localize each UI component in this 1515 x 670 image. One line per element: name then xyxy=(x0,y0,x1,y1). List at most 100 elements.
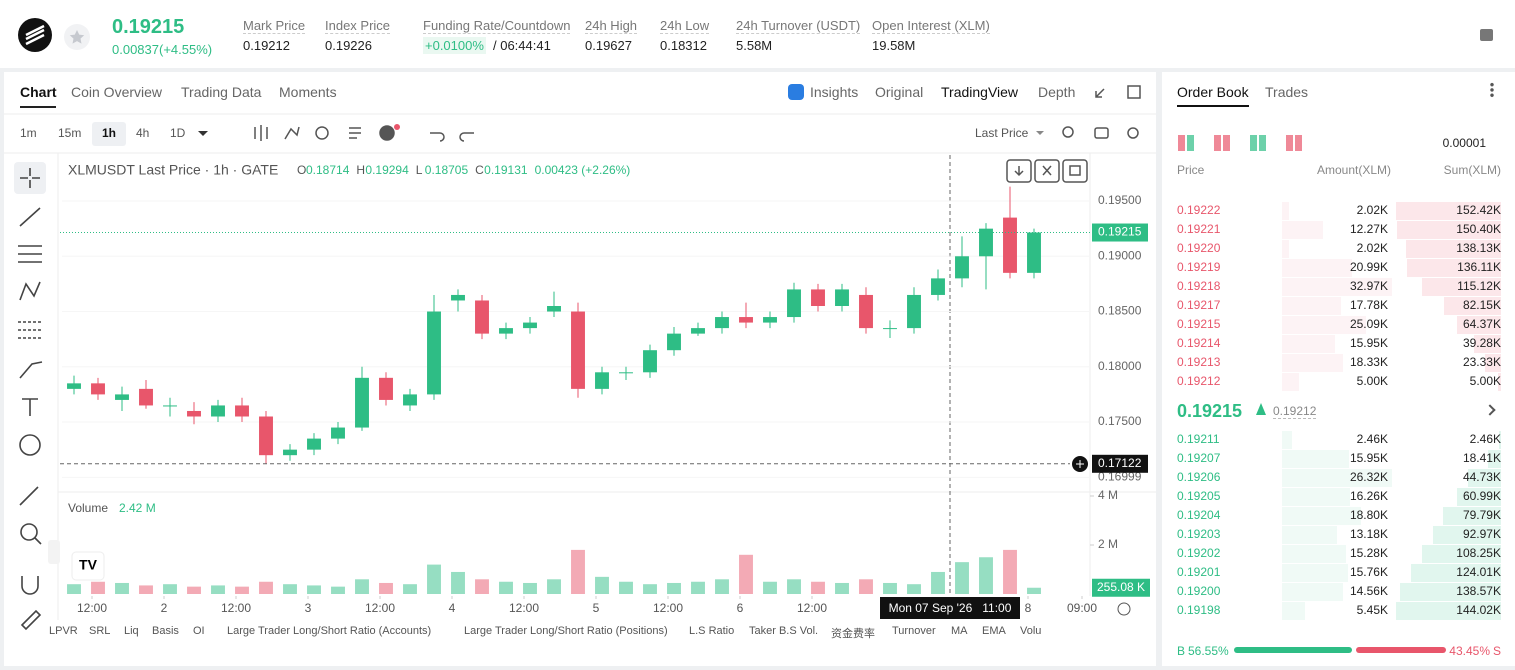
order-price[interactable]: 0.19200 xyxy=(1177,584,1221,598)
dropdown-arrow[interactable] xyxy=(1036,131,1044,135)
interval[interactable]: 15m xyxy=(58,126,82,140)
order-price[interactable]: 0.19221 xyxy=(1177,222,1221,236)
y-tick-label: 0.16999 xyxy=(1098,470,1142,484)
chart-tab[interactable]: Trading Data xyxy=(181,84,262,100)
depth-amount-bar xyxy=(1282,507,1361,525)
sell-key: S xyxy=(1492,644,1501,658)
chart: TV Mon 07 Sep '26 11:00 0.19500 0.19000 0.… xyxy=(4,84,1156,631)
legend-change: 0.00423 (+2.26%) xyxy=(535,163,631,177)
price-type[interactable]: Last Price xyxy=(975,126,1029,140)
order-price[interactable]: 0.19203 xyxy=(1177,527,1221,541)
order-amount: 12.27K xyxy=(1349,222,1388,236)
order-book-tab[interactable]: Trades xyxy=(1265,84,1309,100)
indicator[interactable]: SRL xyxy=(89,625,111,637)
indicator[interactable]: Large Trader Long/Short Ratio (Accounts) xyxy=(227,625,432,637)
indicator[interactable]: 资金费率 xyxy=(831,628,875,640)
depth-sum-bar xyxy=(1410,564,1501,582)
order-price[interactable]: 0.19211 xyxy=(1177,432,1220,446)
legend-key: C xyxy=(475,163,484,177)
view-tab[interactable]: Insights xyxy=(810,84,859,100)
tool-active[interactable] xyxy=(14,162,46,194)
favorite-button[interactable] xyxy=(63,23,91,51)
order-price[interactable]: 0.19214 xyxy=(1177,336,1221,350)
depth-sum-bar xyxy=(1487,450,1501,468)
order-price[interactable]: 0.19212 xyxy=(1177,374,1221,388)
interval-active[interactable] xyxy=(92,122,126,146)
order-amount: 5.00K xyxy=(1356,374,1388,388)
indicator[interactable]: Large Trader Long/Short Ratio (Positions… xyxy=(464,625,668,637)
order-price[interactable]: 0.19218 xyxy=(1177,279,1221,293)
indicator[interactable]: Turnover xyxy=(892,625,936,637)
order-price[interactable]: 0.19206 xyxy=(1177,470,1221,484)
depth-amount-bar xyxy=(1282,297,1342,315)
candle-body xyxy=(691,328,705,334)
order-sum: 82.15K xyxy=(1462,298,1501,312)
depth-sum-bar xyxy=(1484,354,1501,372)
order-price[interactable]: 0.19198 xyxy=(1177,603,1221,617)
view-tab[interactable]: Depth xyxy=(1038,84,1076,100)
indicator[interactable]: OI xyxy=(193,625,205,637)
order-price[interactable]: 0.19219 xyxy=(1177,260,1221,274)
chart-tab[interactable]: Coin Overview xyxy=(71,84,163,100)
x-tick-label: 12:00 xyxy=(365,601,395,615)
order-price[interactable]: 0.19215 xyxy=(1177,317,1221,331)
buy-bar xyxy=(1234,647,1352,653)
menu-dots[interactable] xyxy=(1489,82,1495,98)
view-tab[interactable]: Original xyxy=(875,84,924,100)
settings-icon[interactable] xyxy=(1478,26,1496,44)
indicator[interactable]: Volu xyxy=(1020,625,1042,637)
chart-tab[interactable]: Chart xyxy=(20,84,57,100)
order-sum: 144.02K xyxy=(1456,603,1501,617)
order-price[interactable]: 0.19201 xyxy=(1177,565,1221,579)
indicator[interactable]: MA xyxy=(951,625,968,637)
depth-sum-bar xyxy=(1399,583,1501,601)
order-price[interactable]: 0.19220 xyxy=(1177,241,1221,255)
chart-title: XLMUSDT Last Price · 1h · GATE xyxy=(68,162,278,178)
order-sum: 23.33K xyxy=(1462,355,1501,369)
order-price[interactable]: 0.19207 xyxy=(1177,451,1221,465)
order-price[interactable]: 0.19204 xyxy=(1177,508,1221,522)
indicator[interactable]: Basis xyxy=(152,625,179,637)
volume-bar xyxy=(115,582,129,594)
candle-body xyxy=(787,289,801,318)
indicator[interactable]: EMA xyxy=(982,625,1006,637)
order-price[interactable]: 0.19222 xyxy=(1177,203,1221,217)
last-price-box xyxy=(1092,223,1148,242)
legend-value: 0.19294 xyxy=(365,163,409,177)
depth-amount-bar xyxy=(1282,564,1348,582)
stat-label: 24h High xyxy=(585,18,638,34)
indicator[interactable]: L.S Ratio xyxy=(689,625,735,637)
volume-bar xyxy=(595,576,609,594)
order-price[interactable]: 0.19202 xyxy=(1177,546,1221,560)
order-book-tab[interactable]: Order Book xyxy=(1177,84,1249,107)
layout-toggle[interactable] xyxy=(1250,135,1266,151)
dropdown-arrow[interactable] xyxy=(198,131,208,136)
order-price[interactable]: 0.19217 xyxy=(1177,298,1221,312)
volume-bar xyxy=(547,579,561,594)
candle-body xyxy=(739,317,753,323)
order-price[interactable]: 0.19205 xyxy=(1177,489,1221,503)
collapse-button[interactable] xyxy=(48,540,60,564)
order-price[interactable]: 0.19213 xyxy=(1177,355,1221,369)
candle-body xyxy=(187,410,201,417)
volume-bar xyxy=(691,581,705,594)
depth-amount-bar xyxy=(1282,545,1346,563)
layout-toggle[interactable] xyxy=(1286,135,1302,151)
view-tab[interactable]: TradingView xyxy=(941,84,1019,100)
indicator[interactable]: Liq xyxy=(124,625,139,637)
interval[interactable]: 4h xyxy=(136,126,150,140)
depth-amount-bar xyxy=(1282,221,1323,239)
interval[interactable]: 1m xyxy=(20,126,37,140)
indicator[interactable]: LPVR xyxy=(49,625,78,637)
stat-label: Funding Rate/Countdown xyxy=(423,18,571,34)
settings-icon[interactable] xyxy=(1117,602,1131,616)
candle-body xyxy=(115,394,129,400)
layout-toggle[interactable] xyxy=(1178,135,1194,151)
chart-tab[interactable]: Moments xyxy=(279,84,337,100)
coin-logo xyxy=(18,18,52,52)
layout-toggle[interactable] xyxy=(1214,135,1230,151)
indicator[interactable]: Taker B.S Vol. xyxy=(749,625,819,637)
interval[interactable]: 1D xyxy=(170,126,186,140)
interval[interactable]: 1h xyxy=(102,126,117,140)
order-amount: 20.99K xyxy=(1349,260,1388,274)
